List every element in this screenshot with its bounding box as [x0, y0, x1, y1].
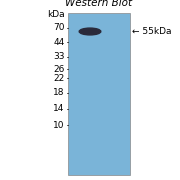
- Text: kDa: kDa: [47, 10, 65, 19]
- Bar: [68, 13, 130, 175]
- Text: 44: 44: [54, 38, 65, 47]
- Text: Western Blot: Western Blot: [66, 0, 132, 8]
- Text: 14: 14: [53, 104, 65, 113]
- Text: 22: 22: [54, 74, 65, 83]
- Text: 33: 33: [53, 52, 65, 61]
- Text: ← 55kDa: ← 55kDa: [132, 27, 172, 36]
- Text: 26: 26: [53, 65, 65, 74]
- Text: 18: 18: [53, 88, 65, 97]
- Text: 70: 70: [53, 23, 65, 32]
- Text: 10: 10: [53, 121, 65, 130]
- Ellipse shape: [79, 28, 101, 35]
